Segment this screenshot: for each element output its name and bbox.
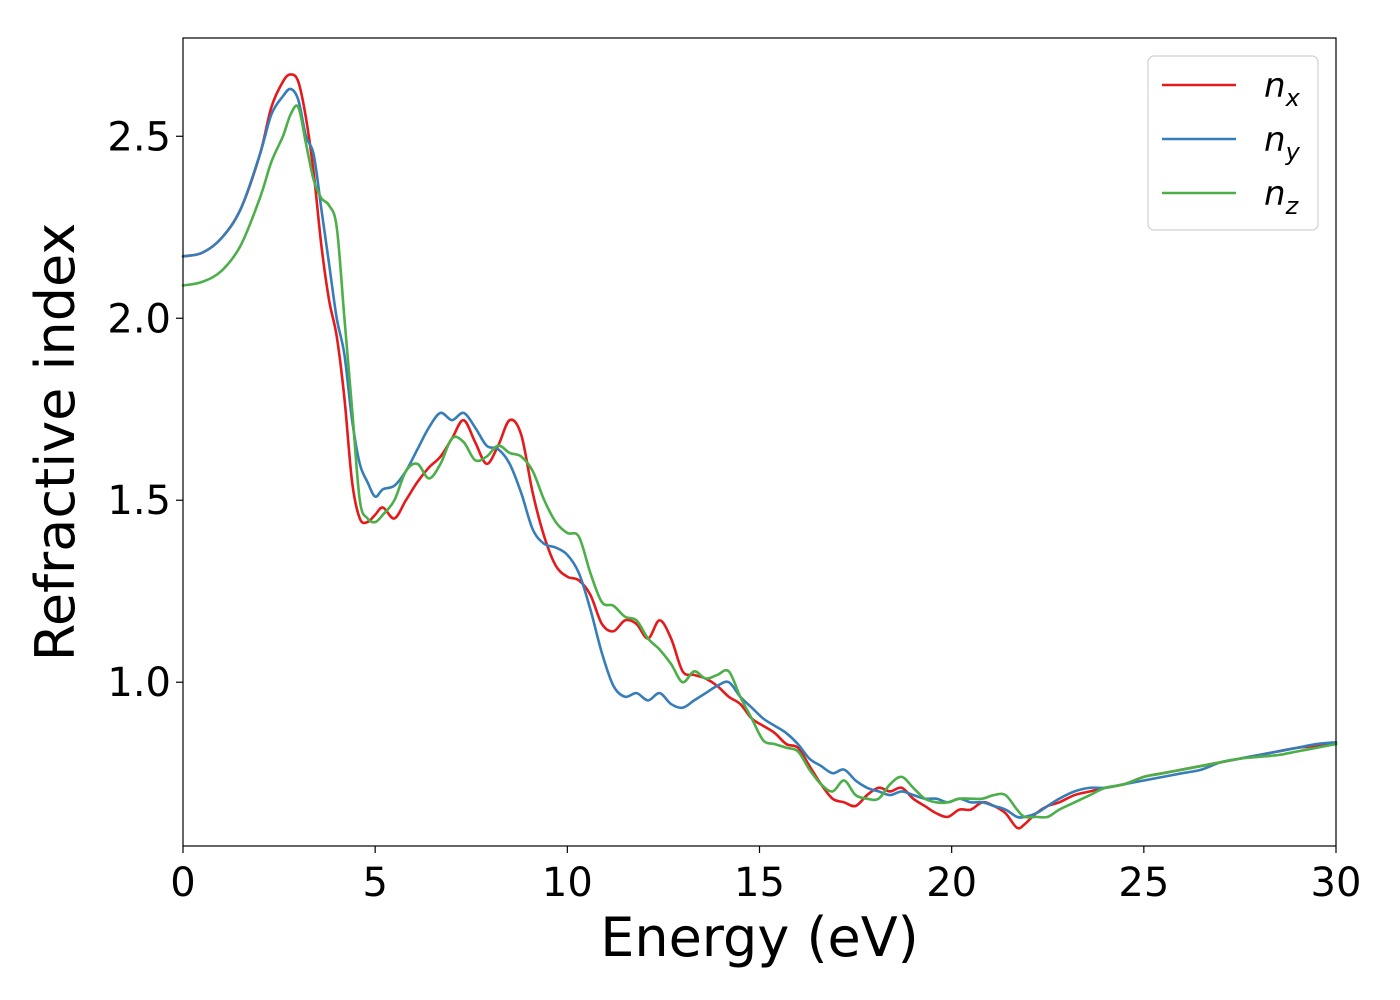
y-axis-ticks: 1.0 1.5 2.0 2.5 xyxy=(107,114,183,706)
x-tick-label: 10 xyxy=(542,860,593,906)
x-tick-label: 0 xyxy=(170,860,195,906)
legend-label-z: nz xyxy=(1264,174,1300,220)
legend-label-x: nx xyxy=(1264,66,1301,112)
x-axis-title: Energy (eV) xyxy=(600,906,919,969)
legend-label-subscript: x xyxy=(1285,84,1301,112)
y-tick-label: 1.0 xyxy=(107,660,171,706)
legend-label-base: n xyxy=(1264,174,1286,214)
legend-box xyxy=(1147,55,1319,231)
plot-background xyxy=(183,38,1336,846)
x-tick-label: 20 xyxy=(926,860,977,906)
x-tick-label: 30 xyxy=(1311,860,1362,906)
legend-label-y: ny xyxy=(1264,120,1301,166)
y-axis-title: Refractive index xyxy=(24,223,87,662)
legend-label-base: n xyxy=(1264,120,1286,160)
series-layer xyxy=(181,73,1338,830)
y-tick-label: 2.0 xyxy=(107,296,171,342)
x-tick-label: 5 xyxy=(362,860,387,906)
legend-label-base: n xyxy=(1264,66,1286,106)
x-tick-label: 25 xyxy=(1118,860,1169,906)
x-axis-ticks: 0 5 10 15 20 25 30 xyxy=(170,846,1361,906)
legend-label-subscript: y xyxy=(1285,138,1301,166)
series-line-z xyxy=(181,104,1338,819)
legend-label-subscript: z xyxy=(1285,192,1300,220)
y-tick-label: 2.5 xyxy=(107,114,171,160)
x-tick-label: 15 xyxy=(734,860,785,906)
y-tick-label: 1.5 xyxy=(107,478,171,524)
